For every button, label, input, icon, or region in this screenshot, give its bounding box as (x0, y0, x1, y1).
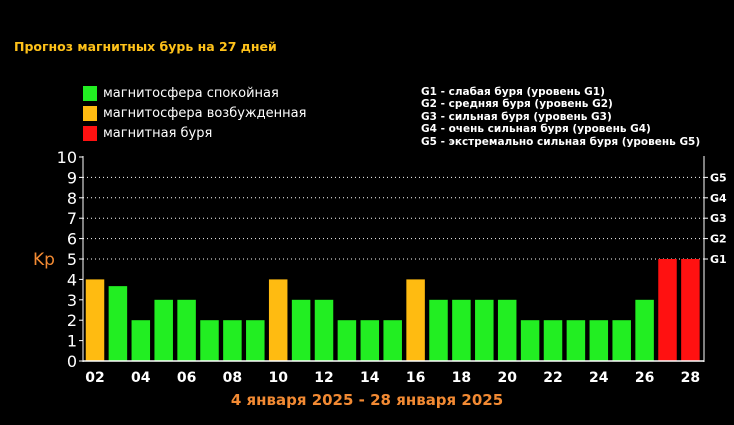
y-tick-label: 2 (67, 311, 77, 330)
g-tick-label-g3: G3 (710, 212, 727, 225)
legend-item-excited: магнитосфера возбужденная (83, 105, 306, 121)
bar-23 (566, 320, 586, 361)
bar-18 (452, 299, 471, 361)
x-tick-label: 08 (223, 370, 242, 386)
bar-10 (268, 279, 288, 361)
g-level-legend: G1 - слабая буря (уровень G1) G2 - средн… (421, 86, 700, 148)
x-tick-label: 16 (406, 370, 425, 386)
y-tick-label: 5 (67, 250, 77, 269)
y-tick-label: 0 (67, 352, 77, 371)
g-legend-g2: G2 - средняя буря (уровень G2) (421, 98, 613, 111)
g-legend-g4: G4 - очень сильная буря (уровень G4) (421, 123, 651, 136)
x-tick-label: 20 (497, 370, 517, 386)
bar-15 (383, 320, 402, 361)
bar-28 (681, 259, 700, 361)
x-tick-label: 12 (314, 370, 333, 386)
bar-22 (543, 320, 563, 361)
bar-20 (497, 299, 517, 361)
bar-13 (337, 320, 357, 361)
g-tick-label-g2: G2 (710, 233, 727, 246)
bar-27 (658, 259, 677, 361)
legend-swatch-orange (83, 105, 97, 121)
x-tick-label: 02 (85, 370, 104, 386)
g-legend-g3: G3 - сильная буря (уровень G3) (421, 110, 612, 123)
g-tick-label-g4: G4 (710, 192, 727, 205)
y-tick-label: 8 (67, 189, 77, 208)
bar-04 (131, 320, 151, 361)
legend-item-quiet: магнитосфера спокойная (83, 85, 279, 101)
bar-14 (360, 320, 380, 361)
x-tick-label: 24 (589, 370, 609, 386)
g-tick-label-g1: G1 (710, 253, 727, 266)
y-tick-label: 10 (57, 148, 77, 167)
bar-09 (246, 320, 265, 361)
x-tick-label: 22 (543, 370, 562, 386)
legend-swatch-red (83, 125, 97, 141)
bar-12 (314, 299, 334, 361)
bar-02 (85, 279, 105, 361)
y-tick-label: 4 (67, 270, 77, 289)
bar-17 (429, 299, 448, 361)
bar-26 (635, 299, 654, 361)
x-tick-label: 06 (177, 370, 196, 386)
x-tick-label: 26 (635, 370, 654, 386)
chart-title: Прогноз магнитных бурь на 27 дней (14, 39, 277, 54)
g-tick-label-g5: G5 (710, 171, 727, 184)
legend-swatch-green (83, 85, 97, 101)
y-tick-label: 9 (67, 168, 77, 187)
legend-label-storm: магнитная буря (103, 125, 213, 141)
y-tick-label: 6 (67, 230, 77, 249)
x-tick-label: 14 (360, 370, 380, 386)
bar-03 (108, 286, 128, 361)
y-tick-label: 7 (67, 209, 77, 228)
legend-label-excited: магнитосфера возбужденная (103, 105, 307, 121)
legend-label-quiet: магнитосфера спокойная (103, 85, 279, 101)
legend-item-storm: магнитная буря (83, 125, 212, 141)
y-axis-label: Kp (33, 250, 55, 270)
bar-25 (612, 320, 631, 361)
bar-08 (223, 320, 242, 361)
y-tick-label: 1 (67, 332, 77, 351)
x-tick-label: 28 (681, 370, 700, 386)
bar-16 (406, 279, 425, 361)
g-legend-g1: G1 - слабая буря (уровень G1) (421, 86, 605, 98)
y-tick-label: 3 (67, 291, 77, 310)
bar-21 (520, 320, 540, 361)
x-tick-label: 10 (268, 370, 288, 386)
bar-05 (154, 299, 173, 361)
bar-24 (589, 320, 609, 361)
date-range: 4 января 2025 - 28 января 2025 (230, 391, 504, 409)
x-tick-label: 04 (131, 370, 151, 386)
g-legend-g5: G5 - экстремально сильная буря (уровень … (421, 135, 701, 148)
bar-11 (291, 299, 311, 361)
bar-19 (475, 299, 494, 361)
x-tick-label: 18 (452, 370, 471, 386)
bar-06 (177, 299, 196, 361)
bar-07 (200, 320, 219, 361)
